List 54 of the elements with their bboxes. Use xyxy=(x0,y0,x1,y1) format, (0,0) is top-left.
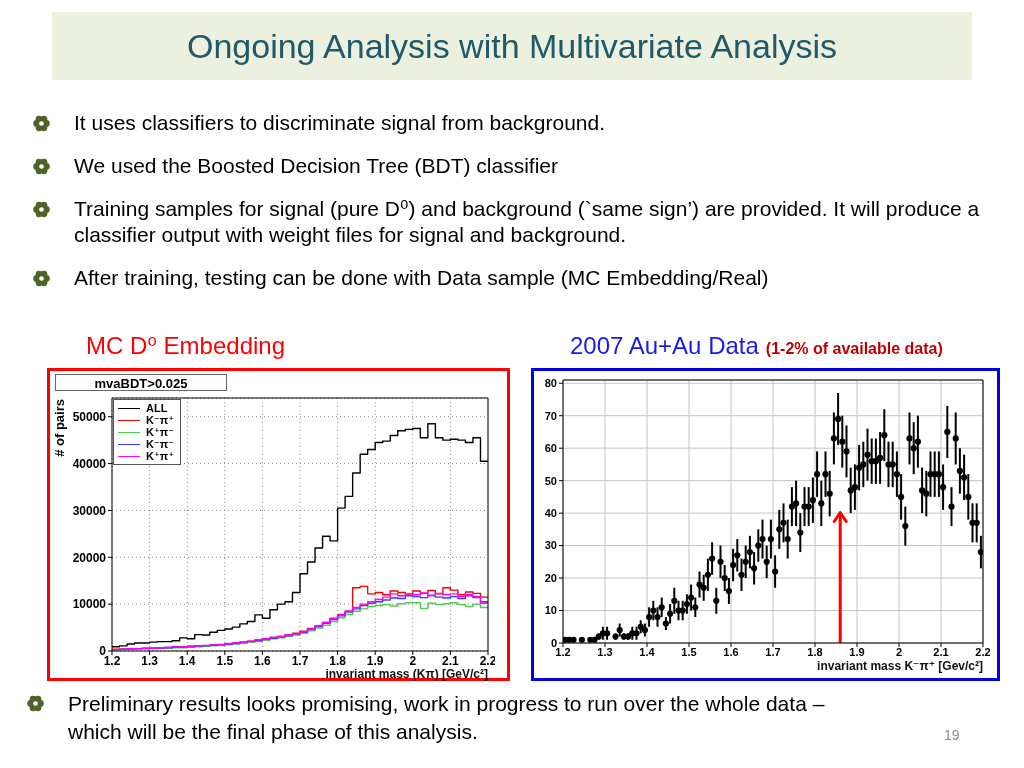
x-axis-title: invariant mass K⁻π⁺ [Gev/c²] xyxy=(817,659,983,673)
x-tick-label: 1.7 xyxy=(291,653,309,668)
x-tick-label: 2.1 xyxy=(933,645,949,658)
legend-label: K⁺π⁺ xyxy=(146,449,174,463)
x-axis-title: invariant mass (Kπ) [GeV/c²] xyxy=(325,667,488,681)
text: 19 xyxy=(944,727,960,743)
text: After training, testing can be done with Data sample (MC Embedding/Real) xyxy=(74,266,769,289)
legend-label: K⁻π⁺ xyxy=(146,413,174,427)
y-tick-label: 60 xyxy=(544,442,557,455)
x-tick-label: 1.4 xyxy=(178,653,196,668)
y-tick-label: 10000 xyxy=(72,597,107,612)
text: It uses classifiers to discriminate signal from background. xyxy=(74,111,606,134)
x-tick-label: 1.7 xyxy=(765,645,781,658)
text: Training samples for signal (pure D⁰) and background (`same sign’) are provided. It will produce a classifier output with weight files for signal and background. xyxy=(74,197,980,246)
x-tick-label: 1.5 xyxy=(681,645,697,658)
text: Preliminary results looks promising, work in progress to run over the whole data – which will be the final phase of this analysis. xyxy=(68,692,825,743)
x-tick-label: 1.5 xyxy=(216,653,234,668)
x-tick-label: 1.6 xyxy=(254,653,272,668)
legend-label: K⁻π⁻ xyxy=(146,437,174,451)
x-tick-label: 1.3 xyxy=(141,653,159,668)
y-tick-label: 10 xyxy=(544,604,557,617)
x-tick-label: 1.4 xyxy=(639,645,656,658)
chart-subtitle: (1-2% of available data) xyxy=(765,340,943,358)
x-tick-label: 1.6 xyxy=(723,645,739,658)
y-tick-label: 80 xyxy=(544,377,557,390)
y-tick-label: 50 xyxy=(544,474,557,487)
y-tick-label: 0 xyxy=(550,636,557,649)
x-tick-label: 1.9 xyxy=(366,653,384,668)
x-tick-label: 2.2 xyxy=(975,645,991,658)
y-tick-label: 20000 xyxy=(72,550,107,565)
x-tick-label: 1.2 xyxy=(555,645,571,658)
y-tick-label: 30000 xyxy=(72,503,107,518)
x-tick-label: 1.3 xyxy=(597,645,613,658)
y-tick-label: 30 xyxy=(544,539,557,552)
chart-title: MC D⁰ Embedding xyxy=(86,332,286,360)
legend-label: K⁺π⁻ xyxy=(146,425,174,439)
chart-title: 2007 Au+Au Data xyxy=(570,332,759,360)
y-tick-label: 20 xyxy=(544,571,557,584)
y-tick-label: 40 xyxy=(544,507,557,520)
text: mvaBDT>0.025 xyxy=(94,376,188,391)
y-tick-label: 40000 xyxy=(72,456,107,471)
text: We used the Boosted Decision Tree (BDT) classifier xyxy=(74,154,558,177)
text: Ongoing Analysis with Multivariate Analysis xyxy=(186,26,838,66)
x-tick-label: 1.8 xyxy=(807,645,823,658)
x-tick-label: 1.9 xyxy=(849,645,865,658)
legend-label: ALL xyxy=(146,402,168,414)
x-tick-label: 2 xyxy=(409,653,417,668)
x-tick-label: 2 xyxy=(895,645,903,658)
x-tick-label: 1.8 xyxy=(329,653,347,668)
y-tick-label: 50000 xyxy=(72,410,107,424)
y-tick-label: 70 xyxy=(544,409,557,422)
x-tick-label: 2.2 xyxy=(479,653,497,668)
y-axis-title: # of pairs xyxy=(52,399,67,457)
x-tick-label: 2.1 xyxy=(442,653,460,668)
